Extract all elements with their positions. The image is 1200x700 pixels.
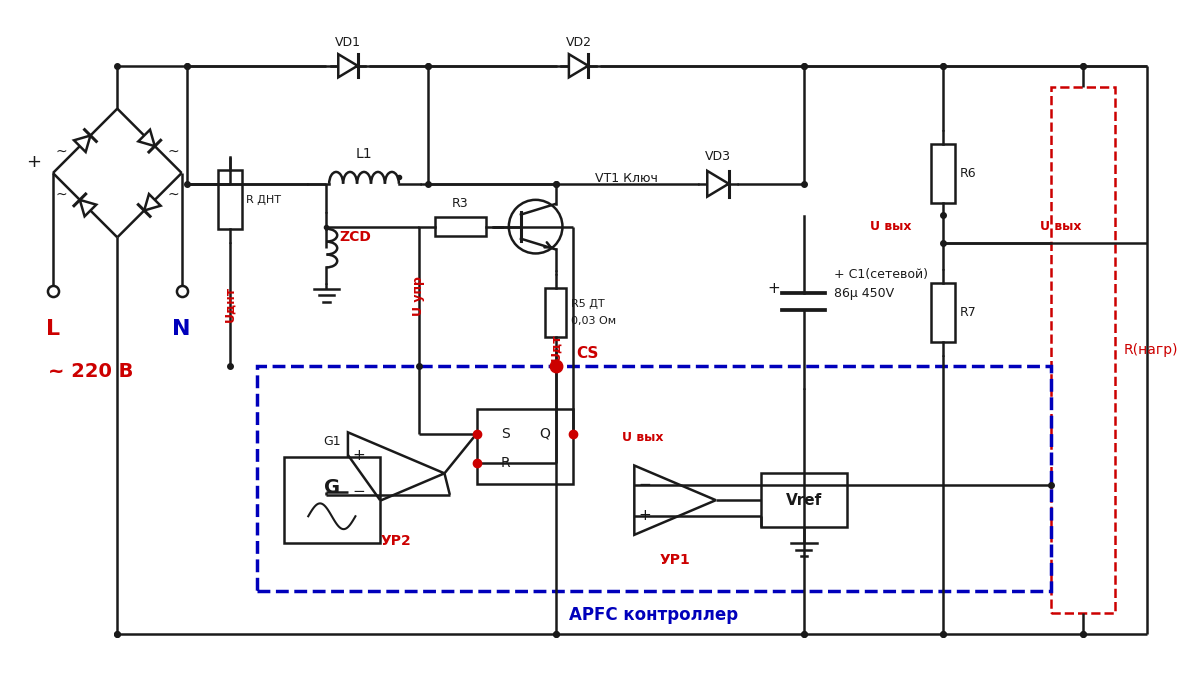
Text: 86µ 450V: 86µ 450V	[834, 286, 894, 300]
Bar	[545, 288, 566, 337]
Bar	[476, 409, 574, 484]
Text: VD2: VD2	[565, 36, 592, 48]
Text: ZCD: ZCD	[340, 230, 371, 244]
Polygon shape	[338, 54, 358, 77]
Text: ~: ~	[167, 188, 179, 202]
Text: R3: R3	[452, 197, 469, 209]
Bar	[931, 144, 955, 202]
Text: ~: ~	[55, 188, 67, 202]
Text: ~: ~	[167, 145, 179, 159]
Polygon shape	[569, 54, 588, 77]
Polygon shape	[138, 130, 155, 146]
Text: УР1: УР1	[660, 553, 690, 567]
Text: Q: Q	[539, 427, 550, 441]
Text: −: −	[638, 477, 652, 492]
Text: УР2: УР2	[380, 534, 412, 548]
Text: CS: CS	[577, 346, 599, 360]
Text: +: +	[638, 508, 652, 523]
Text: U вых: U вых	[622, 431, 664, 444]
Polygon shape	[348, 433, 444, 514]
Bar	[218, 170, 241, 230]
Text: +: +	[767, 281, 780, 296]
Text: S: S	[502, 427, 510, 441]
Bar	[761, 473, 847, 527]
Text: G1: G1	[323, 435, 341, 448]
Text: N: N	[173, 318, 191, 339]
Text: VD3: VD3	[704, 150, 731, 163]
Text: ~: ~	[55, 145, 67, 159]
Polygon shape	[707, 171, 728, 197]
Text: −: −	[353, 484, 365, 499]
Text: R6: R6	[959, 167, 976, 179]
Text: G: G	[324, 478, 340, 497]
Bar	[283, 457, 380, 543]
Text: R(нагр): R(нагр)	[1123, 343, 1178, 357]
Text: U упр: U упр	[413, 276, 425, 316]
Polygon shape	[635, 466, 716, 535]
Polygon shape	[74, 136, 90, 152]
Text: Uднт: Uднт	[223, 286, 236, 322]
Text: U вых: U вых	[870, 220, 911, 233]
Text: U вых: U вых	[1040, 220, 1082, 233]
Polygon shape	[144, 194, 161, 211]
Text: L: L	[46, 318, 60, 339]
Text: R7: R7	[959, 306, 976, 319]
Text: APFC контроллер: APFC контроллер	[569, 606, 738, 624]
Text: R: R	[500, 456, 510, 470]
Text: 0,03 Ом: 0,03 Ом	[571, 316, 616, 326]
Bar	[931, 283, 955, 342]
Bar	[434, 217, 486, 237]
Text: R5 ДТ: R5 ДТ	[571, 299, 605, 309]
Bar	[257, 366, 1050, 592]
Text: Vref: Vref	[786, 493, 822, 507]
Text: L1: L1	[355, 147, 372, 161]
Text: VD1: VD1	[335, 36, 361, 48]
Text: R ДНТ: R ДНТ	[246, 195, 281, 205]
Text: Uдт: Uдт	[550, 333, 563, 361]
Text: VT1 Ключ: VT1 Ключ	[595, 172, 658, 185]
Text: ~ 220 В: ~ 220 В	[48, 362, 133, 381]
Text: +: +	[26, 153, 41, 172]
Bar	[1050, 88, 1115, 612]
Text: +: +	[353, 447, 365, 463]
Text: + C1(сетевой): + C1(сетевой)	[834, 268, 928, 281]
Polygon shape	[80, 200, 96, 216]
